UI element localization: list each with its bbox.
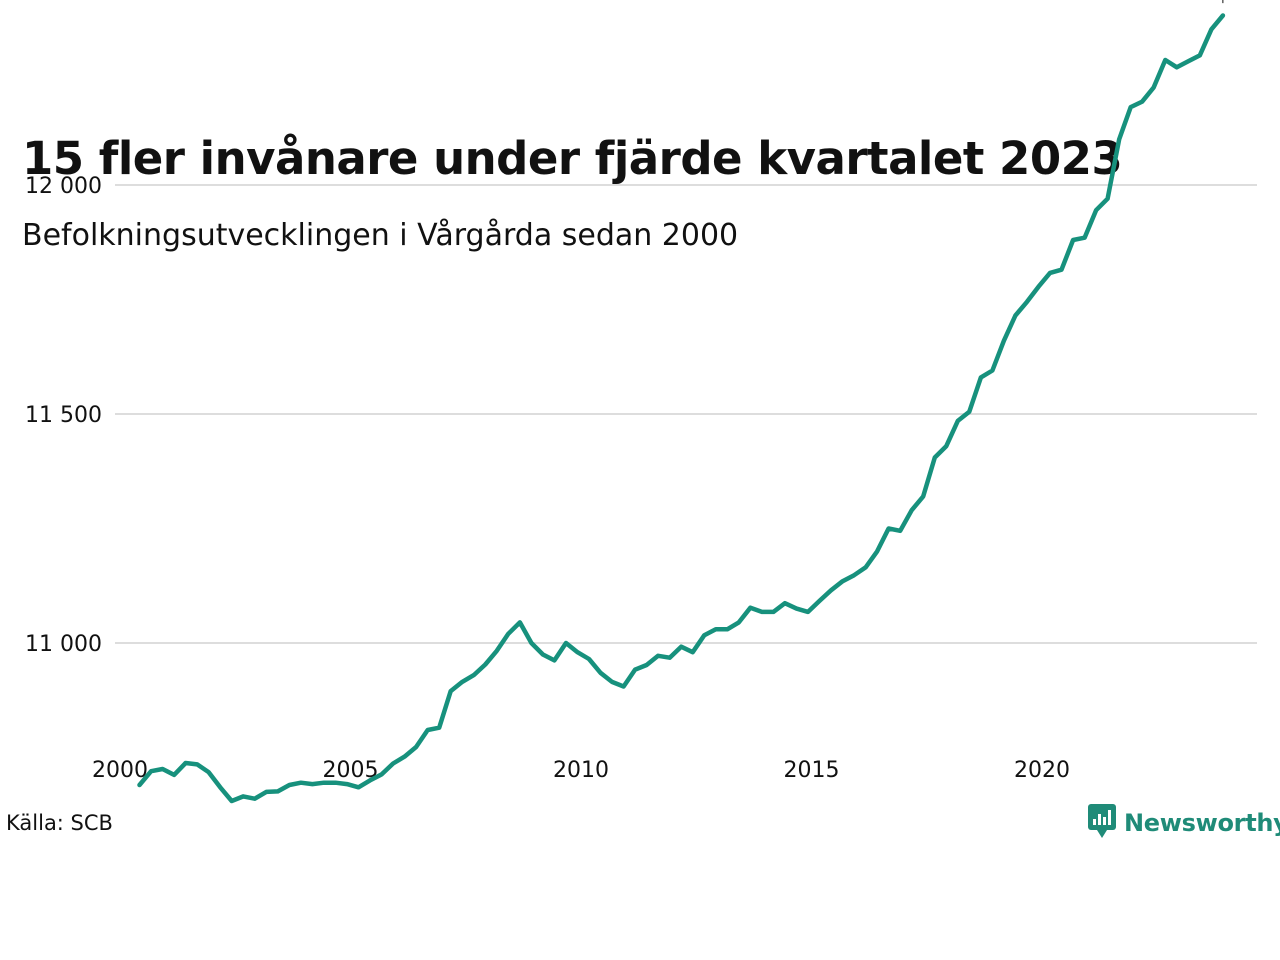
x-tick-label: 2000	[92, 758, 148, 783]
x-tick-label: 2010	[553, 758, 609, 783]
source-label: Källa: SCB	[6, 811, 113, 835]
x-tick-label: 2020	[1014, 758, 1070, 783]
y-tick-label: 12 000	[25, 174, 102, 199]
y-tick-label: 11 000	[25, 632, 102, 657]
chart-title: 15 fler invånare under fjärde kvartalet …	[22, 132, 1123, 185]
brand-name: Newsworthy	[1124, 809, 1280, 837]
x-tick-label: 2015	[784, 758, 840, 783]
chart-subtitle: Befolkningsutvecklingen i Vårgårda sedan…	[22, 218, 739, 253]
newsworthy-logo-icon	[1088, 804, 1116, 842]
y-tick-label: 11 500	[25, 403, 102, 428]
series-line	[137, 13, 1226, 804]
brand-logo: Newsworthy	[1088, 804, 1280, 842]
